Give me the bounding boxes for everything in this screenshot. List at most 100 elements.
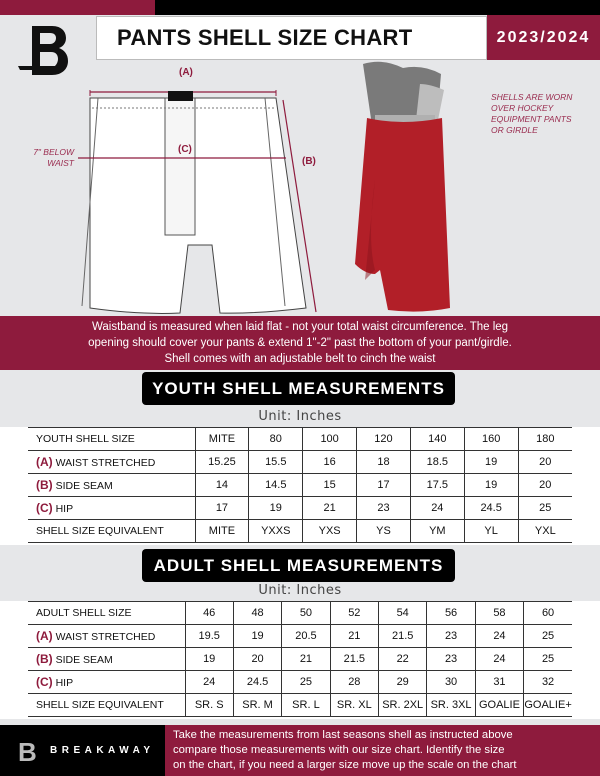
table-cell: 20.5 [281,624,331,648]
table-row: (C) HIP 24 24.5 25 28 29 30 31 32 [28,670,572,694]
table-cell: 23 [356,496,411,520]
measure-letter: (C) [36,501,53,515]
pants-photo [355,61,450,312]
table-cell: 21 [302,496,358,520]
pants-diagram [78,90,317,314]
table-cell: 14.5 [248,473,304,497]
table-cell: 24.5 [463,496,519,520]
table-cell: 56 [426,601,476,625]
row-label: (A) WAIST STRETCHED [28,624,186,648]
table-cell: 30 [426,670,476,694]
measure-letter: (A) [36,629,53,643]
table-cell: 16 [302,450,358,474]
table-cell: YXS [302,519,358,543]
table-cell: GOALIE [474,693,525,717]
table-cell: SR. L [281,693,331,717]
row-label-text: SIDE SEAM [55,654,113,666]
table-row: SHELL SIZE EQUIVALENT MITE YXXS YXS YS YM YL YX… [28,519,572,543]
measure-letter: (A) [36,455,53,469]
measure-letter: (C) [36,675,53,689]
table-cell: 19 [248,496,304,520]
table-cell: 19 [463,450,519,474]
adult-size-table: ADULT SHELL SIZE 46 48 50 52 54 56 58 60 (A) WAIS… [28,601,572,717]
table-cell: 24 [474,624,525,648]
table-cell: 17 [194,496,250,520]
label-a: (A) [179,67,193,78]
row-label: ADULT SHELL SIZE [28,601,186,625]
measure-letter: (B) [36,478,53,492]
table-cell: 23 [426,647,476,671]
table-cell: GOALIE+ [523,693,572,717]
table-cell: 21 [329,624,380,648]
table-row: (B) SIDE SEAM 14 14.5 15 17 17.5 19 20 [28,473,572,497]
row-label: (B) SIDE SEAM [28,473,196,497]
youth-size-table: YOUTH SHELL SIZE MITE 80 100 120 140 160 180 (A)… [28,427,572,543]
table-cell: 140 [409,427,465,451]
table-cell: 19 [463,473,519,497]
row-label-text: HIP [55,677,74,689]
table-cell: 60 [523,601,572,625]
row-label-text: YOUTH SHELL SIZE [36,433,135,445]
adult-heading: ADULT SHELL MEASUREMENTS [142,549,455,582]
table-cell: MITE [194,427,250,451]
hip-note: 7" BELOW WAIST [33,147,74,168]
table-row: (B) SIDE SEAM 19 20 21 21.5 22 23 24 25 [28,647,572,671]
row-label: (C) HIP [28,496,196,520]
brand-name: BREAKAWAY [50,745,155,756]
table-cell: 160 [463,427,519,451]
table-cell: 20 [517,450,572,474]
table-cell: 15.5 [248,450,304,474]
photo-note: SHELLS ARE WORN OVER HOCKEY EQUIPMENT PANT… [491,92,573,135]
table-cell: 19 [232,624,283,648]
season-badge: 2023/2024 [487,15,600,60]
row-label-text: SHELL SIZE EQUIVALENT [36,525,164,537]
top-black-bar [155,0,600,15]
table-cell: 18 [356,450,411,474]
row-label-text: SHELL SIZE EQUIVALENT [36,699,164,711]
table-cell: 21.5 [377,624,428,648]
table-row: (A) WAIST STRETCHED 19.5 19 20.5 21 21.5 23 24 2… [28,624,572,648]
table-cell: 23 [426,624,476,648]
label-b: (B) [302,156,316,167]
table-row: SHELL SIZE EQUIVALENT SR. S SR. M SR. L SR. … [28,693,572,717]
table-cell: MITE [194,519,250,543]
table-cell: 52 [329,601,380,625]
row-label-text: ADULT SHELL SIZE [36,607,132,619]
table-cell: 25 [281,670,331,694]
label-c: (C) [178,144,192,155]
table-cell: 24 [184,670,234,694]
row-label: YOUTH SHELL SIZE [28,427,196,451]
table-cell: 21 [281,647,331,671]
table-cell: SR. S [184,693,234,717]
row-label-text: WAIST STRETCHED [55,631,156,643]
measure-letter: (B) [36,652,53,666]
table-cell: 54 [377,601,428,625]
youth-heading: YOUTH SHELL MEASUREMENTS [142,372,455,405]
row-label: (B) SIDE SEAM [28,647,186,671]
table-cell: 80 [248,427,304,451]
row-label-text: HIP [55,503,74,515]
table-cell: 46 [184,601,234,625]
table-cell: 120 [356,427,411,451]
table-cell: 48 [232,601,283,625]
adult-unit: Unit: Inches [258,583,342,598]
table-cell: YXL [517,519,572,543]
row-label: (A) WAIST STRETCHED [28,450,196,474]
table-cell: YS [356,519,411,543]
table-cell: 50 [281,601,331,625]
table-cell: 15.25 [194,450,250,474]
table-cell: 25 [523,647,572,671]
row-label: SHELL SIZE EQUIVALENT [28,519,196,543]
row-label: (C) HIP [28,670,186,694]
table-cell: 100 [302,427,358,451]
table-cell: 20 [517,473,572,497]
table-cell: SR. M [232,693,283,717]
table-cell: 22 [377,647,428,671]
youth-unit: Unit: Inches [258,409,342,424]
table-cell: 15 [302,473,358,497]
table-cell: 24 [474,647,525,671]
table-cell: YL [463,519,519,543]
table-cell: SR. 3XL [426,693,476,717]
table-cell: 19.5 [184,624,234,648]
measurement-instructions: Waistband is measured when laid flat - n… [0,316,600,370]
